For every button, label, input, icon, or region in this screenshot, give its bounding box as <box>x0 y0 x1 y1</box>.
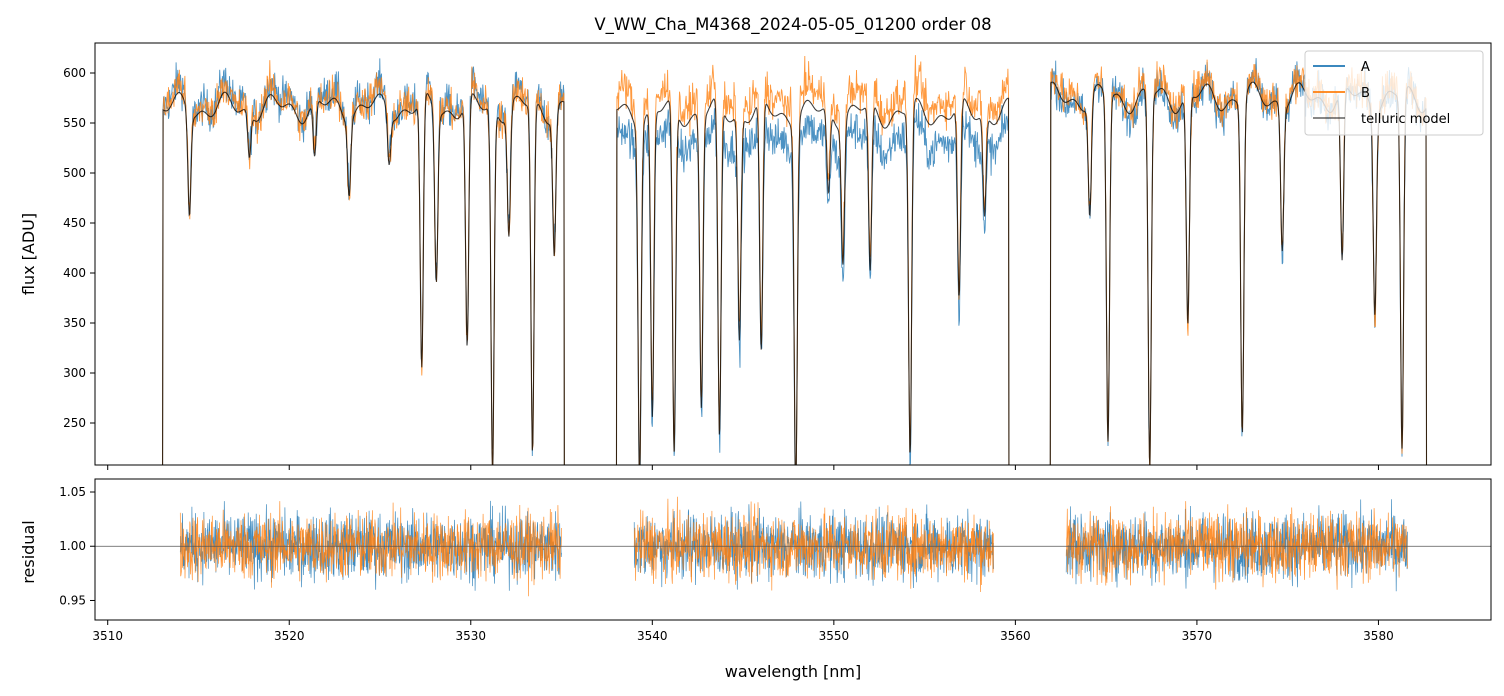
residual-series-b-seg-2 <box>633 496 994 593</box>
flux-series-b-seg-1 <box>162 60 565 465</box>
telluric-model-line-seg-2 <box>615 97 1010 465</box>
flux-y-tick-label: 450 <box>63 216 86 230</box>
chart-title: V_WW_Cha_M4368_2024-05-05_01200 order 08 <box>594 15 991 35</box>
residual-y-tick-label: 1.00 <box>59 539 86 553</box>
residual-x-tick-label: 3560 <box>1000 629 1031 643</box>
legend-a-label: A <box>1361 60 1370 75</box>
flux-y-tick-label: 600 <box>63 66 86 80</box>
residual-y-axis-label: residual <box>19 520 38 583</box>
flux-y-tick-label: 550 <box>63 116 86 130</box>
flux-series-a-seg-2 <box>616 103 1010 465</box>
x-axis-label: wavelength [nm] <box>725 662 862 681</box>
legend: A B telluric model <box>1304 50 1484 136</box>
telluric-model-line-seg-3 <box>1049 81 1428 465</box>
telluric-model-line-seg-1 <box>162 91 565 465</box>
flux-y-tick-label: 250 <box>63 416 86 430</box>
residual-panel: 0.95 1.00 1.05 3510 3520 3530 3540 3550 3560 357… <box>19 478 1492 681</box>
residual-series-b-seg-1 <box>179 501 562 597</box>
legend-box <box>1304 50 1484 136</box>
residual-x-tick-label: 3530 <box>456 629 487 643</box>
legend-b-label: B <box>1361 86 1370 101</box>
residual-y-tick-label: 1.05 <box>59 485 86 499</box>
flux-panel-frame <box>94 42 1492 466</box>
residual-panel-frame <box>94 478 1492 621</box>
flux-y-axis-label: flux [ADU] <box>19 213 38 295</box>
residual-x-tick-label: 3520 <box>274 629 305 643</box>
residual-x-tick-label: 3540 <box>637 629 668 643</box>
residual-x-tick-label: 3510 <box>92 629 123 643</box>
residual-y-tick-label: 0.95 <box>59 593 86 607</box>
residual-series-b-seg-3 <box>1065 501 1408 590</box>
flux-series-b-seg-2 <box>616 55 1010 465</box>
residual-x-tick-label: 3580 <box>1363 629 1394 643</box>
residual-x-tick-label: 3550 <box>819 629 850 643</box>
residual-series-a-seg-1 <box>179 500 562 591</box>
flux-panel: 250 300 350 400 450 500 550 600 flux [ADU] <box>19 42 1492 470</box>
flux-y-tick-label: 400 <box>63 266 86 280</box>
flux-y-tick-label: 350 <box>63 316 86 330</box>
flux-y-tick-label: 300 <box>63 366 86 380</box>
flux-y-tick-label: 500 <box>63 166 86 180</box>
residual-x-tick-label: 3570 <box>1182 629 1213 643</box>
legend-model-label: telluric model <box>1361 112 1450 127</box>
